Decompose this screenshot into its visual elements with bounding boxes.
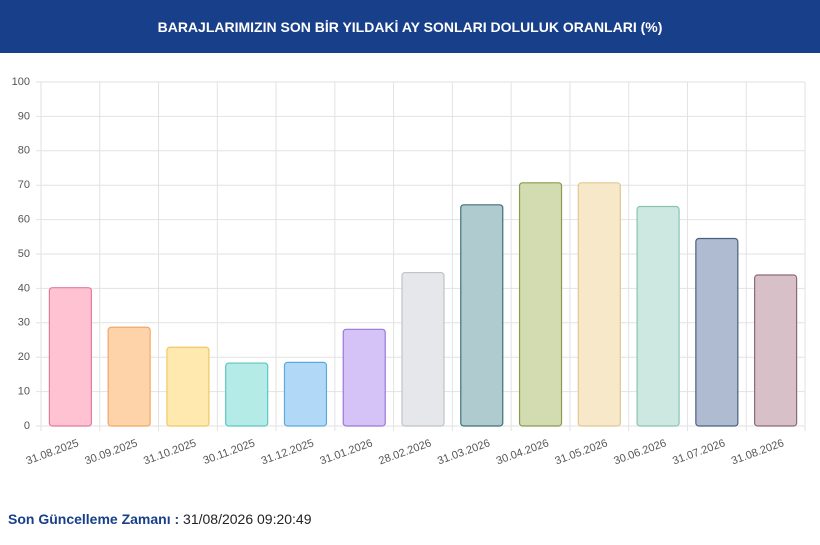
x-tick-label: 31.03.2026 <box>436 437 492 467</box>
footer: Son Güncelleme Zamanı : 31/08/2026 09:20… <box>8 511 312 527</box>
bar <box>754 274 798 427</box>
bar <box>48 287 92 427</box>
x-tick-label: 31.07.2026 <box>671 437 727 467</box>
bar <box>401 271 445 427</box>
y-tick-label: 100 <box>12 76 30 88</box>
header-title: BARAJLARIMIZIN SON BİR YILDAKİ AY SONLAR… <box>0 0 820 53</box>
y-tick-label: 20 <box>18 351 30 363</box>
x-tick-label: 30.09.2025 <box>83 437 139 467</box>
x-tick-label: 30.04.2026 <box>495 437 551 467</box>
x-tick-label: 28.02.2026 <box>377 437 433 467</box>
y-tick-label: 60 <box>18 214 30 226</box>
x-tick-label: 30.06.2026 <box>612 437 668 467</box>
y-tick-label: 0 <box>24 420 30 432</box>
y-tick-label: 30 <box>18 317 30 329</box>
y-tick-label: 90 <box>18 110 30 122</box>
bar <box>695 237 739 427</box>
bar <box>636 205 680 427</box>
y-tick-label: 10 <box>18 386 30 398</box>
x-tick-label: 31.01.2026 <box>318 437 374 467</box>
x-tick-label: 31.08.2025 <box>25 437 81 467</box>
y-tick-label: 40 <box>18 282 30 294</box>
bar <box>342 328 386 427</box>
update-time: 31/08/2026 09:20:49 <box>183 511 312 527</box>
bar <box>107 326 151 427</box>
x-tick-label: 31.05.2026 <box>553 437 609 467</box>
x-tick-label: 30.11.2025 <box>202 437 257 467</box>
x-tick-label: 31.08.2026 <box>730 437 786 467</box>
x-tick-label: 31.12.2025 <box>260 437 316 467</box>
x-tick-label: 31.10.2025 <box>142 437 198 467</box>
update-label: Son Güncelleme Zamanı : <box>8 511 180 527</box>
bar <box>577 182 621 427</box>
y-tick-label: 70 <box>18 179 30 191</box>
bar <box>518 182 563 427</box>
y-tick-label: 50 <box>18 248 30 260</box>
chart: 0 10 20 30 40 50 60 70 80 90 100 31.08.2025 30.09.20… <box>12 76 806 467</box>
bar <box>460 204 504 427</box>
y-tick-label: 80 <box>18 145 30 157</box>
bar <box>225 362 269 427</box>
bar <box>166 346 210 427</box>
bar <box>283 361 328 427</box>
